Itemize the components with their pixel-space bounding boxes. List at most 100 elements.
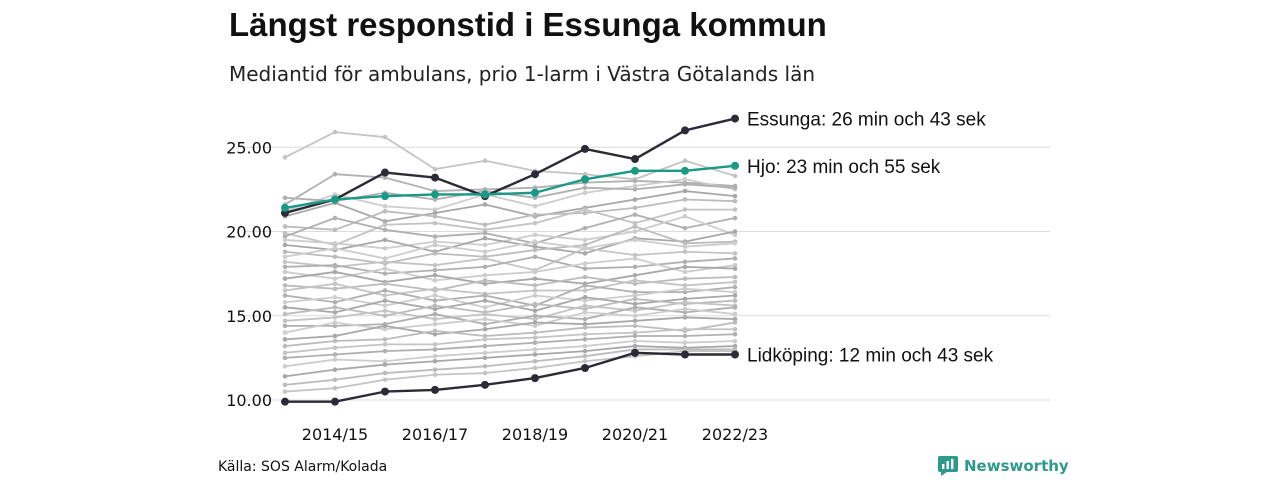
background-series-point <box>282 364 288 369</box>
essunga-series-point <box>381 168 389 177</box>
background-series-point <box>432 278 438 283</box>
background-series-point <box>532 288 538 293</box>
background-series-point <box>332 192 338 197</box>
background-series-point <box>582 348 588 354</box>
background-series-point <box>382 237 388 243</box>
background-series-point <box>632 256 638 261</box>
background-series-point <box>482 298 488 303</box>
background-series-point <box>382 208 388 214</box>
background-series-point <box>632 220 638 226</box>
background-series-point <box>382 308 388 313</box>
background-series-point <box>632 229 638 234</box>
background-series-point <box>582 294 588 300</box>
background-series-point <box>682 264 688 270</box>
background-series-point <box>332 338 338 344</box>
background-series-point <box>332 281 338 287</box>
background-series-point <box>432 342 438 347</box>
background-series-point <box>532 347 538 352</box>
background-series-point <box>582 251 588 256</box>
background-series-point <box>582 306 588 312</box>
background-series-point <box>732 207 738 212</box>
lidkoping-series-point <box>281 397 289 406</box>
brand-name: Newsworthy <box>964 457 1069 475</box>
background-series-point <box>332 129 338 135</box>
background-series-point <box>382 298 388 303</box>
background-series-point <box>732 173 738 179</box>
background-series-line <box>284 198 736 231</box>
source-note: Källa: SOS Alarm/Kolada <box>218 459 388 475</box>
background-series-line <box>284 348 735 386</box>
background-series-point <box>482 350 488 356</box>
background-series-point <box>632 264 638 270</box>
background-series-point <box>532 358 538 364</box>
background-series-line <box>284 316 736 341</box>
background-series-point <box>332 367 338 372</box>
background-series-point <box>532 247 538 253</box>
background-series-point <box>432 242 438 248</box>
background-series-point <box>582 337 588 342</box>
background-series-point <box>732 338 738 344</box>
background-series-point <box>432 197 438 202</box>
background-series-point <box>482 355 488 361</box>
x-tick-label: 2014/15 <box>302 425 368 444</box>
essunga-series-point <box>731 114 739 123</box>
background-series-point <box>332 262 338 268</box>
background-series-point <box>732 251 738 256</box>
hjo-series-point <box>581 175 589 184</box>
background-series-point <box>282 234 288 239</box>
background-series-point <box>682 283 688 288</box>
y-tick-label: 25.00 <box>226 138 272 157</box>
hjo-series-point <box>431 190 439 199</box>
background-series-point <box>432 210 438 216</box>
essunga-series-point <box>631 155 639 164</box>
background-series-point <box>282 389 288 394</box>
background-series-point <box>432 273 438 278</box>
background-series-point <box>282 318 288 324</box>
background-series-point <box>382 362 388 367</box>
background-series-point <box>282 264 288 270</box>
background-series-point <box>682 249 688 255</box>
background-series-point <box>282 343 288 349</box>
background-series-point <box>382 313 388 319</box>
y-axis: 10.00 15.00 20.00 25.00 <box>226 138 272 410</box>
background-series-point <box>482 235 488 241</box>
background-series-point <box>432 306 438 312</box>
background-series-point <box>282 276 288 281</box>
background-series-point <box>282 374 288 379</box>
background-series-point <box>432 358 438 364</box>
background-series-point <box>482 326 488 332</box>
background-series-point <box>532 316 538 322</box>
background-series-point <box>332 385 338 391</box>
background-series-point <box>582 242 588 248</box>
background-series-point <box>582 207 588 212</box>
background-series-point <box>632 197 638 202</box>
background-series-point <box>532 239 538 244</box>
background-series-point <box>732 326 738 332</box>
background-series-point <box>432 239 438 244</box>
background-series-point <box>282 382 288 388</box>
background-series-point <box>332 320 338 325</box>
background-series-point <box>432 251 438 256</box>
background-series-point <box>582 353 588 359</box>
background-series-point <box>482 305 488 310</box>
background-series-line <box>284 265 736 285</box>
background-series-point <box>482 343 488 349</box>
background-series-line <box>284 340 736 368</box>
background-series-point <box>482 333 488 339</box>
background-series-point <box>582 316 588 322</box>
background-series-point <box>732 311 738 317</box>
background-series-point <box>632 333 638 339</box>
background-series-point <box>432 311 438 317</box>
background-series-point <box>432 262 438 268</box>
background-series-point <box>632 308 638 313</box>
background-series-point <box>682 225 688 231</box>
background-series-point <box>632 278 638 283</box>
background-series-point <box>382 358 388 364</box>
background-series-point <box>732 240 738 246</box>
background-series-point <box>432 220 438 226</box>
background-series-point <box>332 246 338 251</box>
background-series-point <box>732 193 738 199</box>
background-series-point <box>532 203 538 209</box>
background-series-point <box>582 237 588 243</box>
background-series-point <box>332 215 338 221</box>
